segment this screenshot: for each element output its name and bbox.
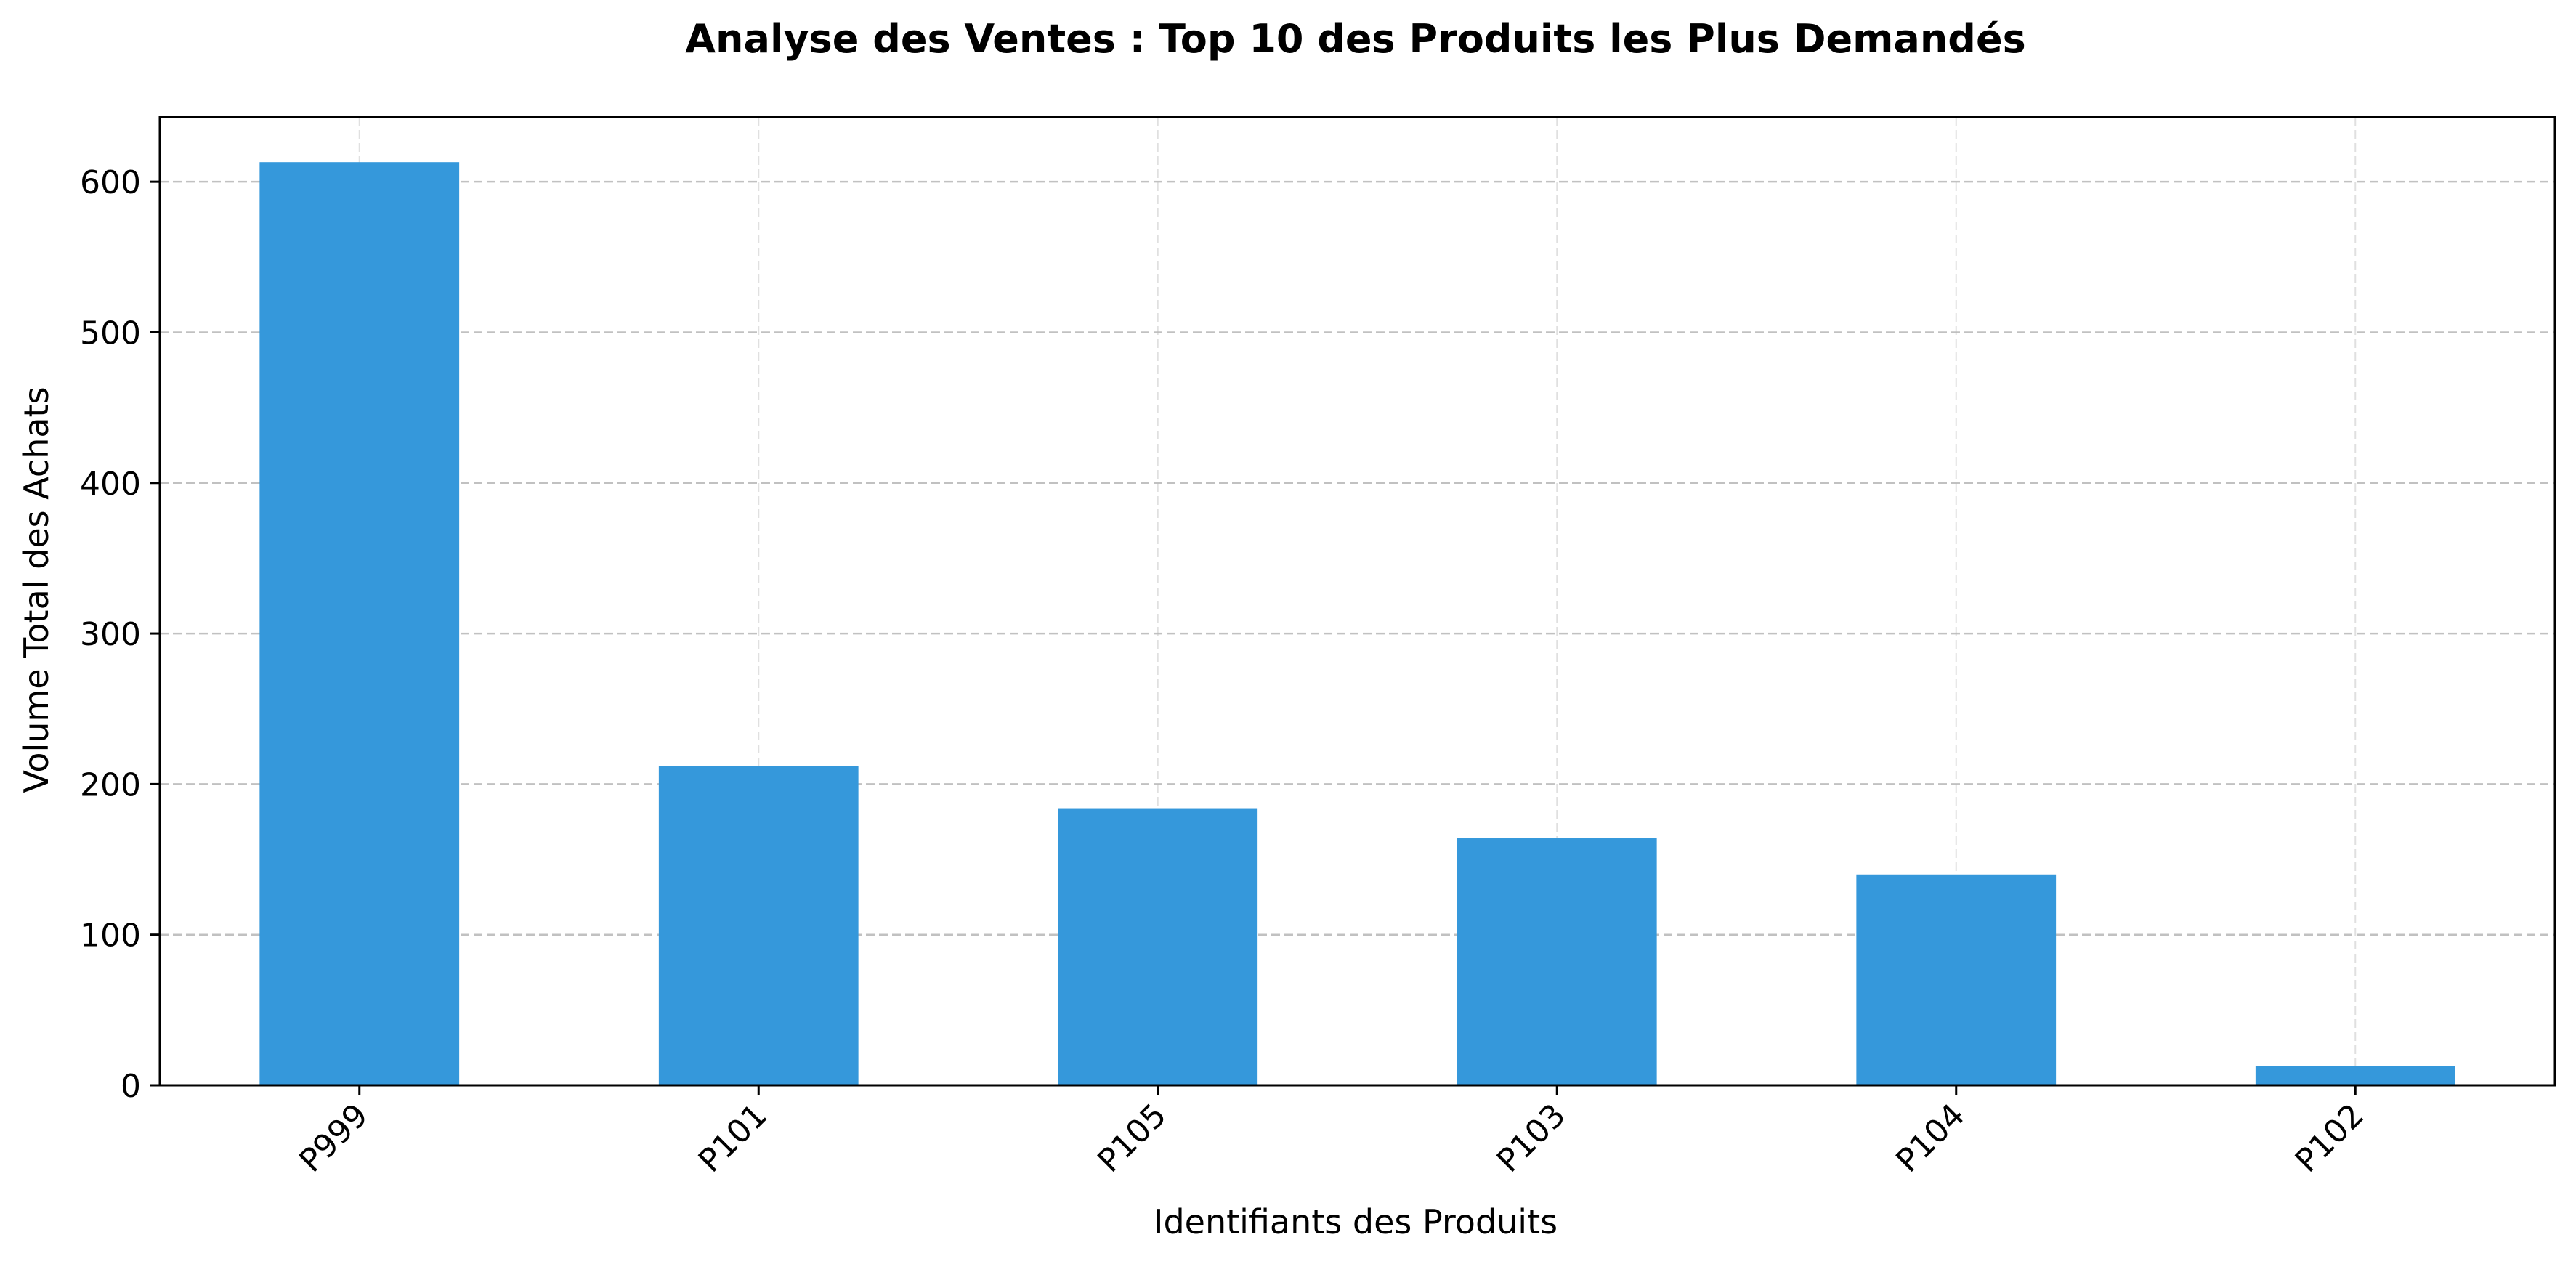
y-tick-label: 300 (80, 616, 141, 653)
y-tick-label: 200 (80, 766, 141, 803)
y-tick-label: 100 (80, 917, 141, 955)
y-tick-label: 600 (80, 164, 141, 201)
bar-p104 (1856, 874, 2057, 1085)
y-tick-label: 0 (121, 1068, 141, 1105)
bar-p999 (259, 162, 460, 1085)
bar-layer (259, 162, 2455, 1085)
plot-frame (158, 116, 2556, 1087)
y-tick-label: 400 (80, 466, 141, 503)
bar-p101 (658, 766, 859, 1085)
bar-p102 (2255, 1066, 2455, 1085)
chart-title: Analyse des Ventes : Top 10 des Produits… (685, 16, 2025, 62)
bar-p103 (1457, 838, 1657, 1085)
bar-p105 (1058, 808, 1258, 1085)
x-axis-label: Identifiants des Produits (1154, 1202, 1558, 1241)
y-tick-label: 500 (80, 315, 141, 352)
y-axis-label: Volume Total des Achats (17, 386, 56, 793)
axis-layer (158, 116, 2556, 1087)
